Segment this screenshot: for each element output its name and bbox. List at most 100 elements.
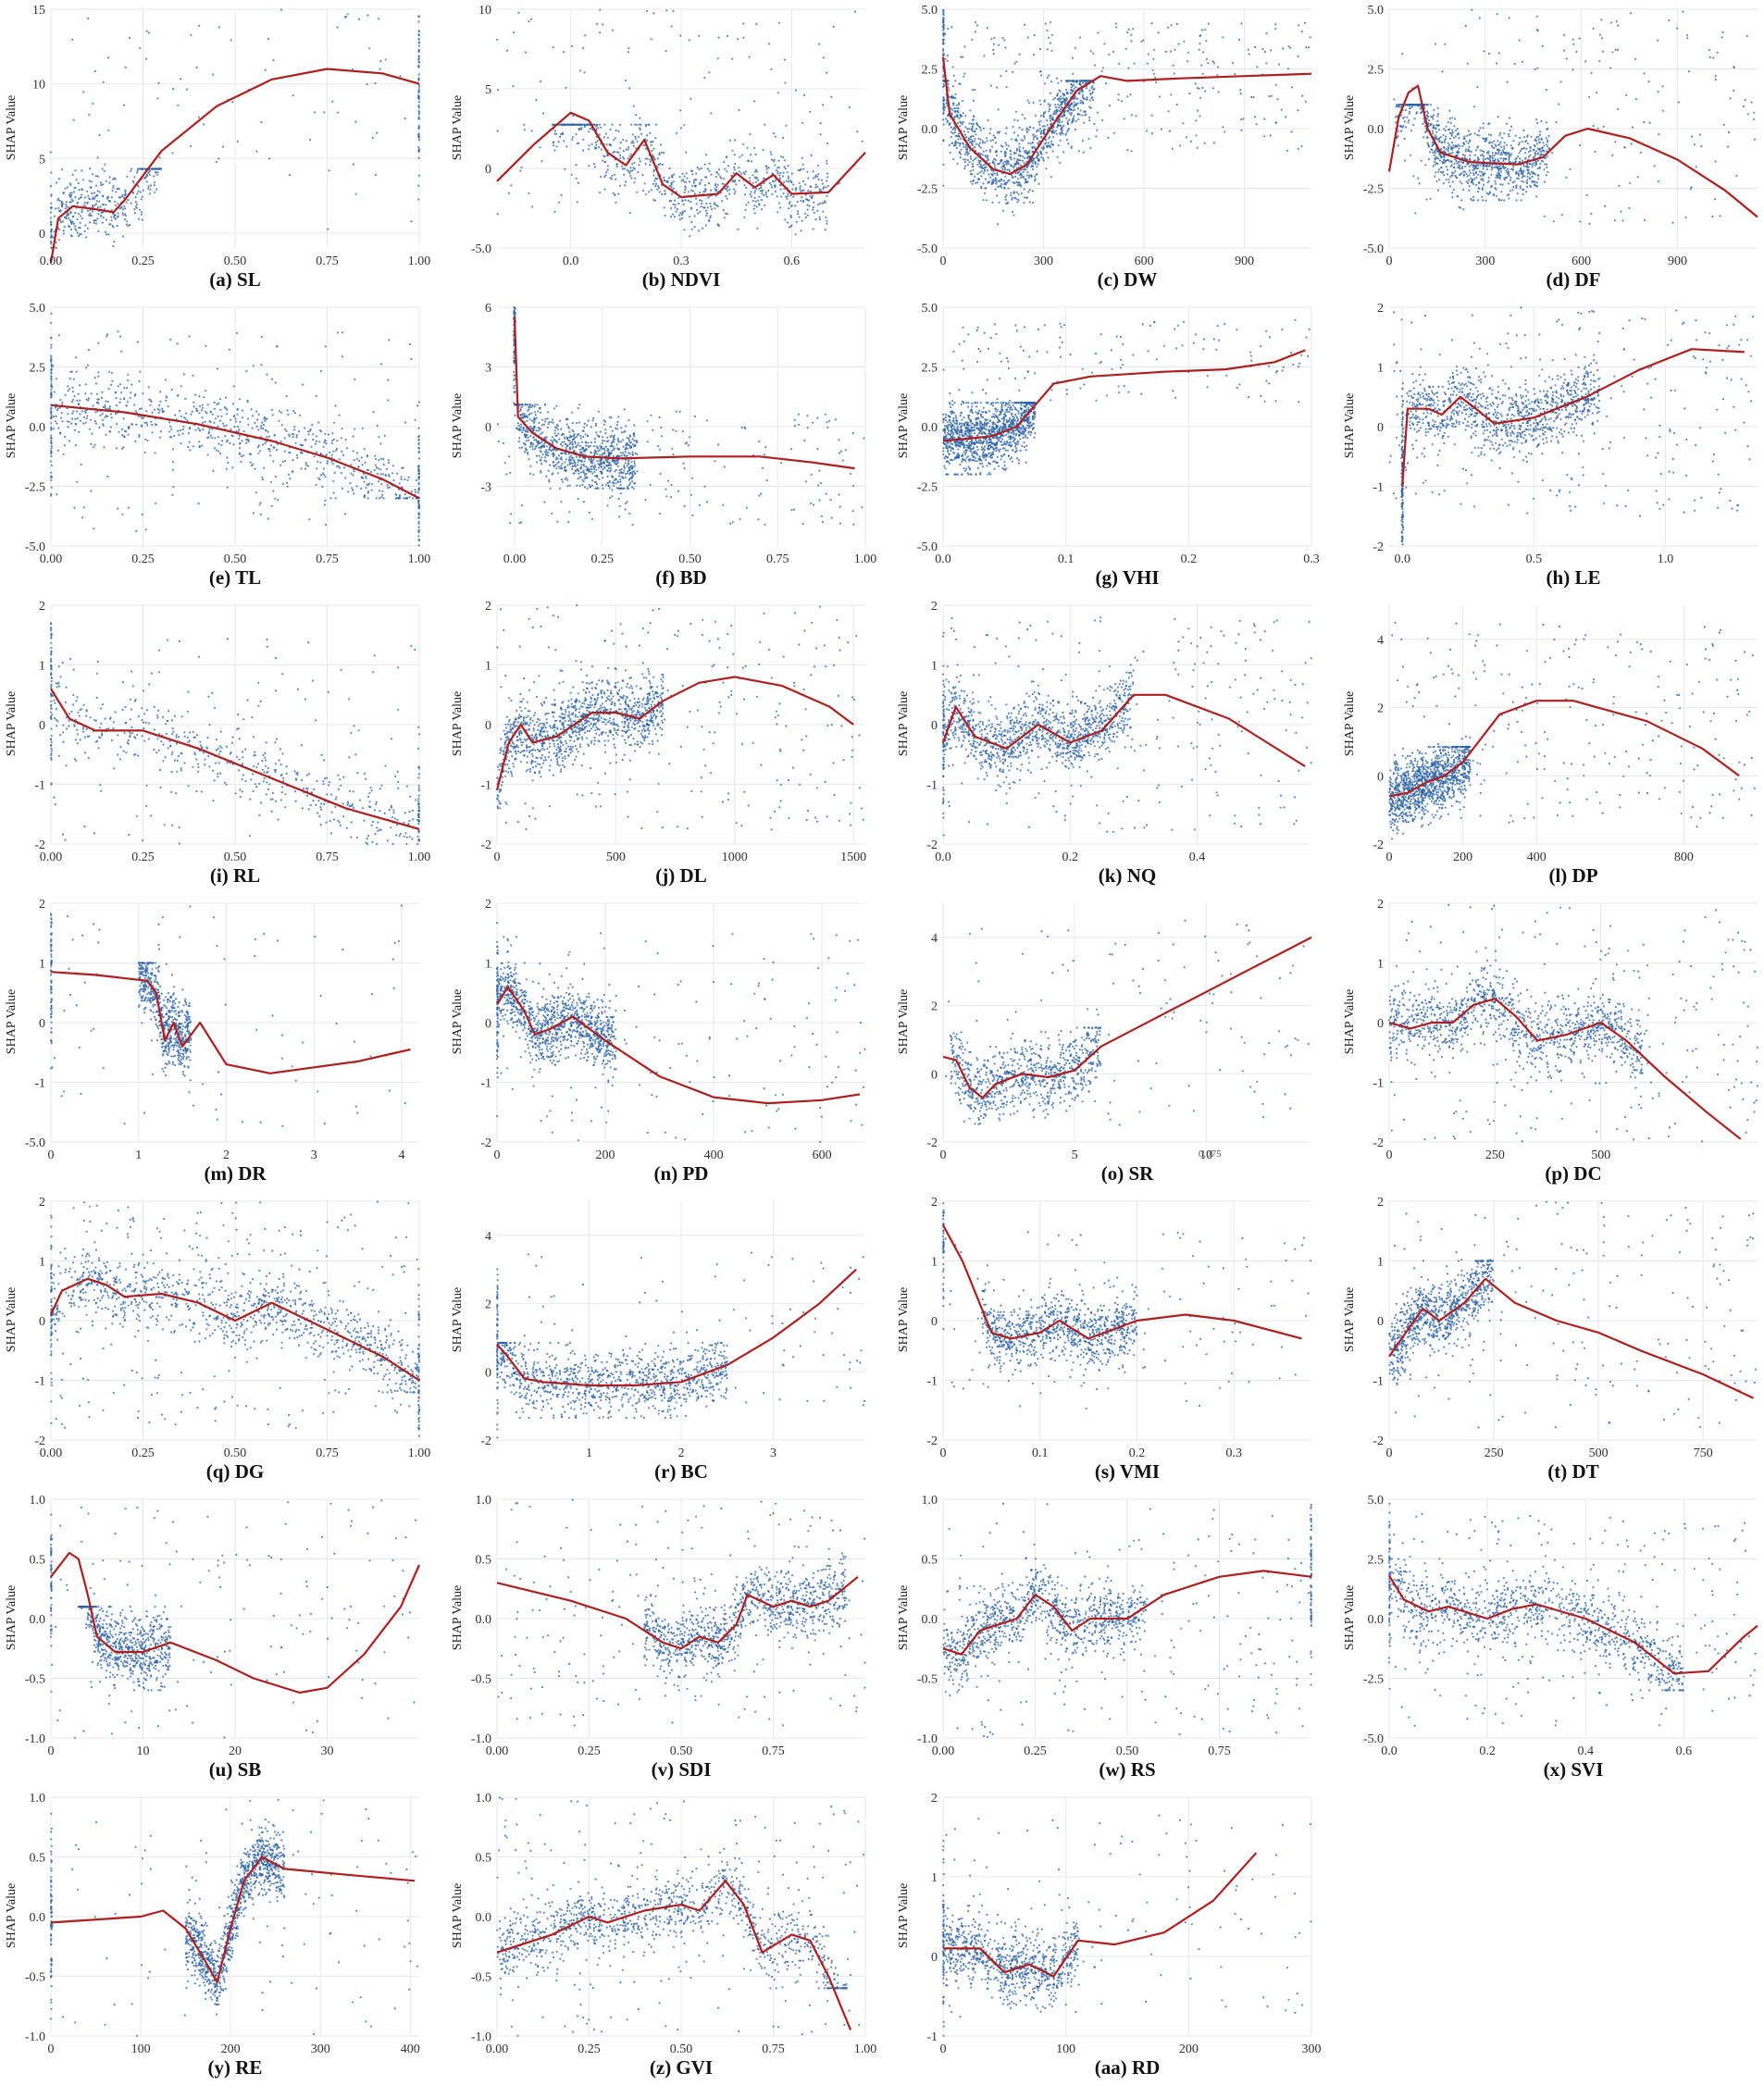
data-point <box>783 159 787 162</box>
data-point <box>1466 175 1469 178</box>
data-point <box>680 180 683 182</box>
data-point <box>50 223 53 226</box>
data-point <box>650 189 652 192</box>
data-point <box>681 200 684 203</box>
data-point <box>799 189 801 192</box>
data-point <box>969 155 972 158</box>
data-point <box>942 12 945 15</box>
data-point <box>127 433 130 436</box>
data-point <box>1495 152 1497 155</box>
data-point <box>1451 151 1454 155</box>
data-point <box>1497 176 1499 179</box>
data-point <box>49 211 53 214</box>
data-point <box>990 169 993 172</box>
data-point <box>1039 103 1042 106</box>
data-point <box>1497 169 1500 172</box>
data-point <box>1185 136 1187 139</box>
data-point <box>1071 120 1074 123</box>
data-point <box>1536 147 1539 150</box>
data-point <box>1060 80 1062 82</box>
data-point <box>789 214 792 217</box>
data-point <box>1023 202 1025 205</box>
data-point <box>266 417 268 420</box>
data-point <box>391 472 394 475</box>
data-point <box>988 173 990 176</box>
data-point <box>404 478 406 480</box>
data-point <box>1286 68 1290 70</box>
data-point <box>652 154 654 156</box>
data-point <box>699 210 702 213</box>
data-point <box>1485 192 1488 194</box>
data-point <box>389 486 391 489</box>
data-point <box>1539 147 1542 150</box>
data-point <box>700 179 703 181</box>
data-point <box>1051 116 1054 118</box>
data-point <box>1700 144 1703 148</box>
data-point <box>225 413 228 416</box>
x-tick-label: 300 <box>1475 254 1495 268</box>
data-point <box>727 185 729 188</box>
data-point <box>1458 147 1460 150</box>
data-point <box>331 439 334 442</box>
data-point <box>1003 168 1006 171</box>
data-point <box>1429 104 1433 106</box>
data-point <box>639 117 641 119</box>
data-point <box>1108 53 1111 56</box>
data-point <box>792 183 795 186</box>
data-point <box>1034 147 1037 150</box>
data-point <box>216 403 218 406</box>
data-point <box>1522 136 1526 139</box>
data-point <box>1017 163 1020 166</box>
data-point <box>811 194 814 197</box>
data-point <box>417 91 420 93</box>
data-point <box>97 230 100 232</box>
data-point <box>417 109 420 113</box>
data-point <box>110 216 113 218</box>
data-point <box>358 18 361 20</box>
data-point <box>1112 50 1115 54</box>
data-point <box>1118 62 1121 66</box>
data-point <box>1066 109 1069 112</box>
data-point <box>981 140 984 143</box>
data-point <box>755 170 759 173</box>
data-point <box>1021 174 1024 177</box>
data-point <box>57 197 60 200</box>
data-point <box>1050 42 1052 44</box>
data-point <box>1050 146 1052 149</box>
data-point <box>84 224 87 227</box>
data-point <box>964 126 967 129</box>
data-point <box>398 482 401 485</box>
data-point <box>313 111 316 114</box>
data-point <box>105 218 107 221</box>
data-point <box>964 151 967 154</box>
data-point <box>73 187 76 190</box>
data-point <box>1448 137 1451 140</box>
data-point <box>972 99 975 102</box>
data-point <box>1522 180 1525 183</box>
data-point <box>280 8 283 11</box>
data-point <box>1095 135 1098 138</box>
data-point <box>1611 154 1614 156</box>
data-point <box>986 27 988 30</box>
data-point <box>632 142 635 144</box>
data-point <box>705 154 708 156</box>
data-point <box>1199 34 1201 38</box>
data-point <box>280 424 283 427</box>
data-point <box>671 213 675 216</box>
data-point <box>1429 122 1432 125</box>
data-point <box>693 192 696 195</box>
data-point <box>1055 77 1059 80</box>
data-point <box>654 136 657 140</box>
data-point <box>139 47 142 50</box>
data-point <box>682 179 685 181</box>
data-point <box>1440 166 1443 169</box>
data-point <box>1478 134 1481 137</box>
data-point <box>1498 176 1501 179</box>
data-point <box>1585 193 1588 196</box>
data-point <box>963 145 965 148</box>
data-point <box>106 233 108 236</box>
data-point <box>661 151 664 154</box>
data-point <box>373 469 376 472</box>
data-point <box>79 399 81 402</box>
data-point <box>1177 43 1180 45</box>
